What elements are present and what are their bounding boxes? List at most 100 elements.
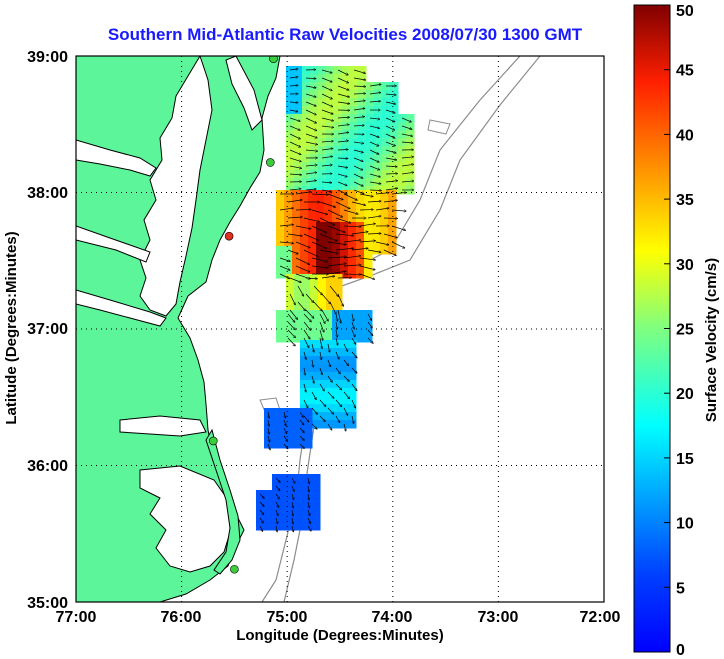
velocity-cell bbox=[310, 130, 319, 139]
velocity-cell bbox=[372, 214, 381, 223]
velocity-cell bbox=[374, 154, 383, 163]
velocity-cell bbox=[324, 334, 333, 343]
velocity-cell bbox=[356, 326, 365, 335]
velocity-cell bbox=[332, 254, 341, 263]
velocity-vector bbox=[289, 85, 298, 86]
velocity-cell bbox=[272, 440, 281, 449]
velocity-cell bbox=[318, 282, 327, 291]
velocity-vector bbox=[353, 125, 364, 126]
velocity-cell bbox=[292, 326, 301, 335]
velocity-cell bbox=[342, 178, 351, 187]
velocity-cell bbox=[296, 482, 305, 491]
velocity-cell bbox=[312, 514, 321, 523]
velocity-cell bbox=[324, 348, 333, 357]
y-tick-label: 39:00 bbox=[27, 49, 68, 66]
colorbar-tick-label: 15 bbox=[676, 451, 694, 468]
velocity-vector bbox=[319, 329, 323, 340]
velocity-cell bbox=[286, 298, 295, 307]
velocity-cell bbox=[390, 114, 399, 123]
velocity-vector bbox=[337, 132, 349, 135]
velocity-cell bbox=[348, 206, 357, 215]
velocity-vector bbox=[337, 173, 347, 177]
velocity-cell bbox=[334, 298, 343, 307]
velocity-vector bbox=[289, 102, 298, 103]
velocity-cell bbox=[332, 420, 341, 429]
velocity-vector bbox=[287, 249, 298, 254]
velocity-vector bbox=[289, 125, 300, 130]
velocity-cell bbox=[374, 122, 383, 131]
velocity-vector bbox=[327, 407, 334, 414]
velocity-vector bbox=[279, 225, 293, 227]
velocity-vector bbox=[321, 276, 335, 279]
velocity-vector bbox=[305, 180, 316, 183]
velocity-cell bbox=[406, 130, 415, 139]
velocity-cell bbox=[406, 170, 415, 179]
velocity-vector bbox=[311, 375, 314, 383]
velocity-cell bbox=[294, 154, 303, 163]
velocity-cell bbox=[310, 90, 319, 99]
velocity-vector bbox=[289, 277, 301, 282]
velocity-vector bbox=[369, 181, 381, 184]
x-tick-label: 74:00 bbox=[372, 609, 413, 626]
velocity-vector bbox=[353, 69, 365, 73]
velocity-cell bbox=[302, 298, 311, 307]
y-tick-labels: 39:00 38:00 37:00 36:00 35:00 bbox=[27, 49, 68, 612]
velocity-vector bbox=[305, 141, 318, 145]
velocity-vector bbox=[303, 217, 319, 222]
colorbar-tick-label: 40 bbox=[676, 127, 694, 144]
velocity-vector bbox=[401, 117, 411, 122]
velocity-cell bbox=[332, 356, 341, 365]
velocity-vector bbox=[308, 493, 309, 500]
velocity-vector bbox=[369, 141, 379, 146]
velocity-vector bbox=[353, 108, 365, 111]
velocity-vector bbox=[292, 501, 293, 508]
velocity-cell bbox=[372, 246, 381, 255]
velocity-vector bbox=[259, 525, 263, 531]
velocity-vector bbox=[295, 192, 311, 195]
velocity-cell bbox=[326, 290, 335, 299]
velocity-vector bbox=[337, 158, 348, 159]
colorbar-tick-label: 25 bbox=[676, 322, 694, 339]
velocity-cell bbox=[390, 130, 399, 139]
velocity-cell bbox=[358, 122, 367, 131]
velocity-vector bbox=[351, 415, 354, 423]
velocity-cell bbox=[342, 146, 351, 155]
velocity-vector bbox=[311, 407, 317, 414]
velocity-vector bbox=[312, 359, 313, 367]
velocity-vector bbox=[311, 343, 314, 352]
velocity-vector bbox=[268, 427, 269, 434]
velocity-vector bbox=[319, 399, 326, 406]
velocity-vector bbox=[321, 156, 333, 159]
velocity-vector bbox=[259, 517, 263, 523]
velocity-vector bbox=[305, 278, 317, 279]
velocity-cell bbox=[406, 162, 415, 171]
velocity-vector bbox=[307, 517, 310, 523]
velocity-cell bbox=[304, 424, 313, 433]
velocity-cell bbox=[374, 90, 383, 99]
velocity-cell bbox=[406, 114, 415, 123]
velocity-cell bbox=[316, 420, 325, 429]
velocity-field bbox=[256, 66, 415, 532]
velocity-vector bbox=[289, 117, 300, 121]
velocity-vector bbox=[369, 165, 380, 170]
velocity-vector bbox=[276, 517, 278, 524]
velocity-cell bbox=[310, 114, 319, 123]
velocity-vector bbox=[335, 415, 340, 423]
velocity-vector bbox=[359, 273, 375, 279]
velocity-vector bbox=[299, 435, 304, 440]
plot-frame bbox=[75, 55, 605, 603]
velocity-cell bbox=[294, 114, 303, 123]
velocity-cell bbox=[326, 74, 335, 83]
velocity-cell bbox=[300, 254, 309, 263]
velocity-vector bbox=[259, 509, 264, 515]
velocity-vector bbox=[343, 343, 348, 352]
velocity-cell bbox=[340, 334, 349, 343]
velocity-vector bbox=[337, 125, 349, 127]
velocity-vector bbox=[305, 165, 317, 166]
velocity-cell bbox=[374, 138, 383, 147]
velocity-vector bbox=[321, 148, 333, 151]
velocity-vector bbox=[259, 493, 264, 498]
velocity-vector bbox=[385, 188, 398, 191]
velocity-vector bbox=[375, 208, 389, 211]
velocity-vector bbox=[337, 141, 348, 142]
